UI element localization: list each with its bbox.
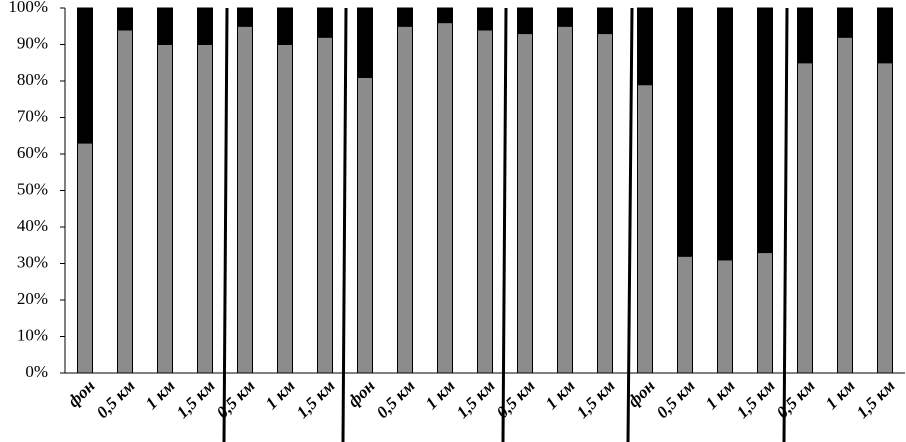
bar-segment	[677, 255, 693, 374]
bar-segment	[437, 22, 453, 374]
separator	[626, 7, 634, 442]
bar-segment	[197, 44, 213, 374]
group-separators	[222, 7, 789, 442]
x-tick-label: фон	[64, 376, 99, 411]
bar-segment	[317, 7, 333, 38]
y-tick-label: 20%	[17, 289, 48, 308]
x-tick-label: 1,5 км	[853, 376, 899, 422]
bar-segment	[117, 29, 133, 374]
x-tick-label: 0,5 км	[773, 376, 819, 422]
bar-segment	[517, 7, 533, 35]
y-tick-label: 0%	[25, 362, 48, 381]
bar-segment	[717, 7, 733, 261]
bar-segment	[437, 7, 453, 24]
x-tick-label: фон	[344, 376, 379, 411]
bar-segment	[357, 76, 373, 374]
bar-segment	[397, 25, 413, 374]
bar-segment	[557, 7, 573, 27]
y-tick-label: 30%	[17, 252, 48, 271]
y-tick-label: 100%	[8, 0, 48, 16]
bar-segment	[117, 7, 133, 31]
separator	[222, 7, 229, 442]
x-tick-label: 1,5 км	[293, 376, 339, 422]
separator	[501, 7, 508, 442]
x-tick-label: 0,5 км	[373, 376, 419, 422]
bar-segment	[677, 7, 693, 257]
bar-segment	[637, 7, 653, 86]
bar-segment	[797, 7, 813, 64]
x-tick-label: 1,5 км	[573, 376, 619, 422]
x-tick-label: 1,5 км	[453, 376, 499, 422]
y-tick-label: 70%	[17, 106, 48, 125]
y-tick-label: 10%	[17, 325, 48, 344]
bar-segment	[77, 7, 93, 144]
bar-segment	[477, 29, 493, 374]
bar-segment	[237, 7, 253, 27]
bar-segment	[517, 33, 533, 374]
bar-segment	[837, 36, 853, 374]
bar-segment	[237, 25, 253, 374]
bar-segment	[877, 7, 893, 64]
bar-segment	[157, 7, 173, 45]
bar-segment	[277, 7, 293, 45]
x-tick-label: 0,5 км	[493, 376, 539, 422]
bar-segment	[317, 36, 333, 374]
x-tick-label: 0,5 км	[213, 376, 259, 422]
bar-segment	[717, 259, 733, 374]
bar-segment	[157, 44, 173, 374]
y-tick-label: 80%	[17, 70, 48, 89]
bar-segment	[397, 7, 413, 27]
bar-segment	[557, 25, 573, 374]
bar-segment	[877, 62, 893, 374]
y-tick-label: 60%	[17, 143, 48, 162]
bar-segment	[277, 44, 293, 374]
x-tick-label: 0,5 км	[653, 376, 699, 422]
separator	[782, 7, 789, 442]
separator	[341, 7, 348, 442]
bar-segment	[357, 7, 373, 78]
bar-segment	[197, 7, 213, 45]
bar-segment	[77, 142, 93, 374]
x-tick-label: 1,5 км	[173, 376, 219, 422]
bar-segment	[757, 7, 773, 254]
bar-segment	[597, 33, 613, 374]
bar-segment	[757, 252, 773, 374]
bar-segment	[837, 7, 853, 38]
bar-segment	[477, 7, 493, 31]
bar-segment	[637, 84, 653, 374]
y-tick-label: 90%	[17, 33, 48, 52]
bar-segment	[797, 62, 813, 374]
x-tick-label: 1,5 км	[733, 376, 779, 422]
x-tick-label: 0,5 км	[93, 376, 139, 422]
bar-segment	[597, 7, 613, 35]
y-tick-label: 40%	[17, 216, 48, 235]
y-tick-label: 50%	[17, 179, 48, 198]
